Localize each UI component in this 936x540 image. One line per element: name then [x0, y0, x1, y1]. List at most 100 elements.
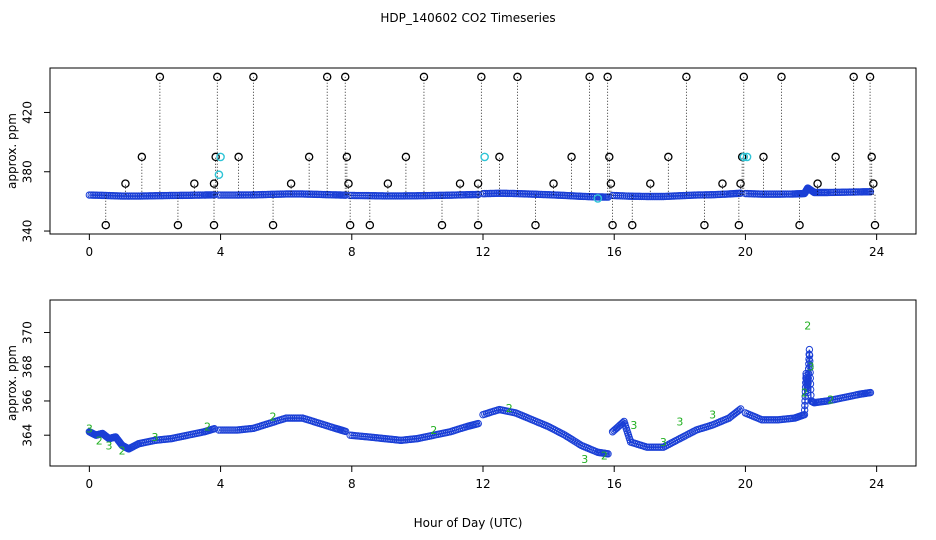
bottom-data-point	[229, 426, 237, 434]
bottom-y-tick-label: 370	[21, 321, 35, 344]
top-spike-point	[340, 72, 350, 82]
bottom-digit-label: 3	[151, 431, 158, 444]
top-spike-point	[365, 220, 375, 230]
top-spike-point	[605, 152, 614, 162]
top-spike-point	[664, 152, 673, 162]
top-x-tick-label: 12	[475, 245, 490, 259]
bottom-data-point	[736, 405, 745, 413]
bottom-data-point	[231, 426, 239, 434]
top-spike-point	[718, 179, 727, 188]
top-spike-point	[304, 152, 314, 162]
top-spike-point	[585, 72, 594, 82]
top-spike-point	[739, 72, 749, 82]
top-spike-point	[495, 152, 504, 162]
bottom-data-point	[806, 357, 814, 365]
top-spike-point	[473, 179, 483, 188]
top-spike-point	[209, 179, 219, 188]
top-highlight-point	[593, 194, 603, 203]
bottom-y-tick-label: 364	[21, 424, 35, 447]
top-spike-point	[849, 72, 858, 82]
top-spike-point	[473, 220, 483, 230]
top-y-tick-label: 420	[21, 101, 35, 124]
bottom-data-point	[804, 369, 813, 378]
bottom-data-point	[341, 427, 350, 436]
top-data-point	[362, 191, 370, 200]
bottom-digit-label: 3	[630, 419, 637, 432]
bottom-plot-frame	[49, 299, 917, 467]
top-spike-point	[628, 220, 637, 230]
bottom-data-point	[800, 410, 809, 419]
bottom-data-point	[735, 406, 743, 414]
top-spike-point	[567, 152, 576, 162]
top-y-tick-label: 340	[21, 220, 35, 243]
top-spike-point	[869, 179, 878, 188]
bottom-data-point	[806, 374, 815, 382]
top-spike-point	[795, 220, 804, 230]
bottom-data-point	[563, 432, 571, 441]
bottom-digit-label: 2	[827, 393, 834, 406]
top-spike-point	[682, 72, 691, 82]
top-spike-point	[344, 179, 353, 188]
top-spike-point	[736, 179, 745, 188]
bottom-data-point	[604, 450, 612, 458]
top-data-point	[229, 191, 237, 199]
top-spike-point	[401, 152, 411, 162]
bottom-data-point	[800, 406, 809, 414]
bottom-data-point	[561, 431, 569, 439]
top-data-point	[624, 192, 633, 200]
top-spike-point	[777, 72, 786, 82]
bottom-digit-label: 3	[581, 453, 588, 466]
top-spike-point	[531, 220, 540, 230]
top-spike-point	[608, 220, 617, 230]
top-spike-point	[383, 179, 393, 188]
bottom-data-point	[806, 368, 814, 377]
top-spike-point	[190, 179, 199, 188]
top-x-tick-label: 0	[86, 245, 94, 259]
bottom-digit-label: 2	[804, 320, 811, 333]
top-y-axis-label: approx. ppm	[5, 113, 19, 189]
bottom-digit-label: 2	[430, 424, 437, 437]
top-spike-point	[137, 152, 147, 162]
top-spike-point	[209, 220, 219, 230]
top-spike-point	[455, 179, 465, 188]
top-data-point	[622, 192, 631, 200]
top-data-point	[360, 191, 368, 200]
bottom-digit-label: 3	[676, 416, 683, 429]
bottom-data-point	[572, 438, 580, 446]
top-spike-point	[870, 220, 880, 230]
bottom-digit-label: 2	[506, 402, 513, 415]
bottom-x-tick-label: 0	[86, 477, 94, 491]
top-spike-point	[734, 220, 744, 230]
top-x-tick-label: 24	[869, 245, 884, 259]
top-spike-point	[322, 72, 332, 82]
top-highlight-point	[214, 170, 224, 180]
bottom-data-point	[617, 420, 626, 428]
top-x-tick-label: 4	[217, 245, 225, 259]
bottom-digit-label: 2	[96, 434, 103, 447]
bottom-digit-label: 3	[106, 439, 113, 452]
x-axis-label: Hour of Day (UTC)	[414, 516, 523, 530]
top-plot-frame	[49, 67, 917, 235]
top-highlight-point	[480, 152, 489, 162]
top-spike-point	[121, 179, 130, 188]
bottom-data-point	[806, 380, 815, 388]
bottom-y-tick-label: 368	[21, 355, 35, 378]
top-spike-point	[549, 179, 558, 188]
top-spike-point	[867, 152, 876, 162]
top-spike-point	[603, 72, 612, 82]
bottom-data-point	[804, 364, 813, 373]
bottom-data-point	[866, 388, 875, 397]
top-spike-point	[606, 179, 616, 188]
bottom-digit-label: 3	[660, 436, 667, 449]
top-spike-point	[419, 72, 429, 82]
top-spike-point	[759, 152, 768, 162]
bottom-y-tick-label: 366	[21, 390, 35, 413]
bottom-data-point	[806, 385, 815, 394]
top-spike-point	[234, 152, 243, 162]
top-spike-point	[286, 179, 296, 188]
bottom-y-axis-label: approx. ppm	[5, 345, 19, 421]
top-spike-point	[865, 72, 875, 82]
bottom-digit-label: 2	[270, 410, 277, 423]
top-x-tick-label: 16	[607, 245, 622, 259]
bottom-digit-label: 3	[709, 409, 716, 422]
